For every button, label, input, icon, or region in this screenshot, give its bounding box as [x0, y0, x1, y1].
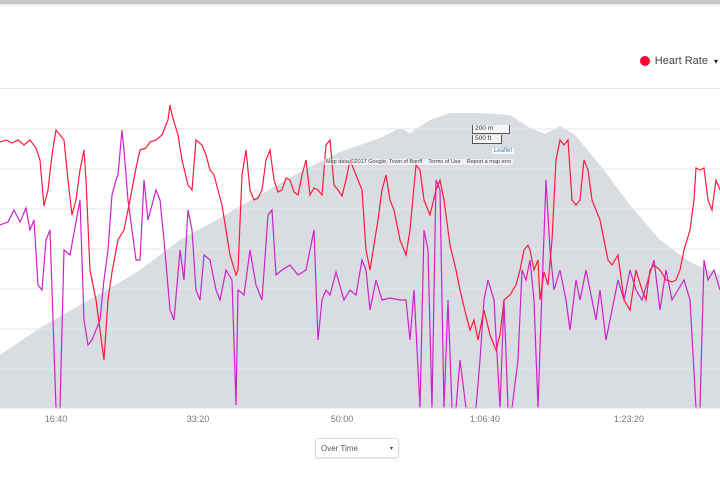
- map-data-credit: Map data ©2017 Google, Town of Banff: [326, 159, 423, 165]
- chart-mode-select[interactable]: Over Time ▾: [315, 438, 399, 458]
- heart-rate-line: [0, 104, 720, 361]
- scale-imperial: 500 ft: [472, 135, 502, 144]
- leaflet-link[interactable]: Leaflet: [492, 148, 515, 154]
- secondary-series-line: [0, 129, 720, 409]
- x-axis-labels: 16:40 33:20 50:00 1:06:40 1:23:20: [0, 414, 720, 428]
- x-tick: 33:20: [186, 414, 210, 424]
- select-value: Over Time: [321, 443, 358, 453]
- gridlines: [0, 128, 720, 370]
- top-bar: [0, 0, 720, 4]
- terms-of-use-link[interactable]: Terms of Use: [428, 159, 461, 165]
- map-scale: 200 m 500 ft: [472, 125, 510, 144]
- map-attribution: Map data ©2017 Google, Town of Banff Ter…: [324, 159, 514, 165]
- elevation-area: [0, 113, 720, 408]
- divider: [0, 88, 720, 89]
- x-tick: 50:00: [330, 414, 354, 424]
- legend-heart-rate[interactable]: Heart Rate ▾: [639, 55, 718, 67]
- report-map-error-link[interactable]: Report a map erro: [466, 159, 512, 165]
- x-tick: 1:23:20: [613, 414, 645, 424]
- heart-rate-color-dot: [639, 56, 650, 66]
- scale-metric: 200 m: [472, 125, 510, 134]
- legend-label: Heart Rate: [654, 55, 708, 67]
- chart-plot-area: [0, 104, 720, 409]
- x-tick: 1:06:40: [469, 414, 501, 424]
- x-tick: 16:40: [44, 414, 68, 424]
- chevron-down-icon: ▾: [713, 56, 718, 66]
- dropdown-arrow-icon: ▾: [389, 445, 393, 452]
